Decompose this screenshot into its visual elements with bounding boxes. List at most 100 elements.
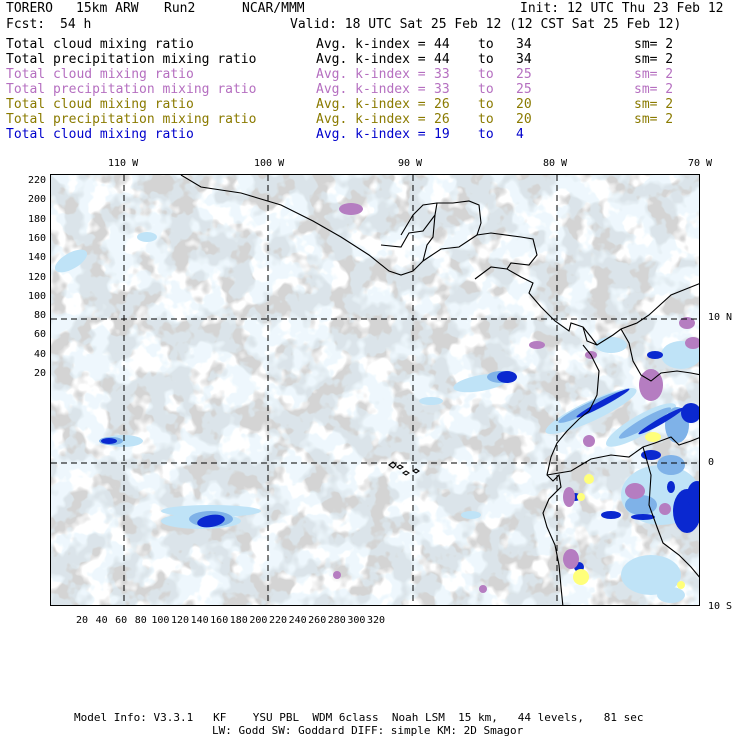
legend-kindex-label: Avg. k-index = [316, 37, 426, 52]
x-tick-label: 60 [115, 615, 128, 626]
precip-purple [333, 571, 341, 579]
legend-smoothing: sm= 2 [634, 112, 674, 127]
legend-to-word: to [478, 127, 494, 142]
legend-to-word: to [478, 67, 494, 82]
x-tick-label: 240 [288, 615, 307, 626]
legend-smoothing: sm= 2 [634, 97, 674, 112]
x-tick-label: 320 [366, 615, 386, 626]
precip-purple [529, 341, 545, 349]
legend-kindex-label: Avg. k-index = [316, 67, 426, 82]
legend-row: Total precipitation mixing ratio Avg. k-i… [6, 112, 736, 127]
lat-label-10n: 10 N [708, 312, 733, 323]
legend-kindex-to: 34 [516, 52, 532, 67]
legend-kindex-from: 44 [434, 52, 450, 67]
border-central-america-2 [474, 266, 508, 280]
legend-kindex-label: Avg. k-index = [316, 127, 426, 142]
cloud-mid-blue [625, 495, 657, 515]
legend-kindex-from: 26 [434, 97, 450, 112]
x-tick-label: 100 [151, 615, 170, 626]
legend-to-word: to [478, 82, 494, 97]
precip-dark-blue [101, 438, 117, 444]
border-mexico-guatemala [380, 214, 436, 248]
precip-purple [583, 435, 595, 447]
legend-kindex-to: 34 [516, 37, 532, 52]
x-tick-label: 220 [268, 615, 288, 626]
run-label: Run2 [164, 1, 196, 16]
x-tick-label: 300 [347, 615, 366, 626]
galapagos-islands [388, 461, 420, 476]
legend-kindex-from: 44 [434, 37, 450, 52]
legend-kindex-label: Avg. k-index = [316, 112, 426, 127]
lon-label-70w: 70 W [688, 158, 713, 169]
forecast-map [51, 175, 699, 605]
cloud-field-light [51, 175, 699, 605]
init-time: Init: 12 UTC Thu 23 Feb 12 [520, 1, 724, 16]
coastline-central-america [180, 175, 699, 346]
precip-purple [679, 317, 695, 329]
precip-dark-blue [601, 511, 621, 519]
precip-dark-blue [667, 481, 675, 493]
precip-purple [625, 483, 645, 499]
legend-field-name: Total cloud mixing ratio [6, 37, 194, 52]
cloud-light-blue [621, 555, 681, 595]
precip-dark-blue [638, 407, 684, 435]
x-tick-label: 140 [190, 615, 209, 626]
precip-yellow [584, 474, 594, 484]
valid-time: Valid: 18 UTC Sat 25 Feb 12 (12 CST Sat … [290, 17, 682, 32]
lon-label-80w: 80 W [543, 158, 568, 169]
border-peru-colombia [642, 446, 699, 578]
precip-dark-blue [647, 351, 663, 359]
y-tick-label: 120 [27, 271, 46, 283]
cloud-mid-blue [618, 407, 672, 439]
lon-label-90w: 90 W [398, 158, 423, 169]
x-tick-label: 40 [95, 615, 108, 626]
legend-kindex-label: Avg. k-index = [316, 97, 426, 112]
legend-smoothing: sm= 2 [634, 67, 674, 82]
x-tick-label: 260 [308, 615, 327, 626]
coastline-south-america [542, 344, 600, 605]
lat-lon-grid [51, 175, 699, 605]
precip-dark-blue [687, 481, 699, 509]
precip-yellow [573, 569, 589, 585]
precip-dark-blue [681, 403, 699, 423]
x-tick-label: 80 [134, 615, 147, 626]
legend-smoothing: sm= 2 [634, 37, 674, 52]
y-tick-label: 80 [33, 310, 46, 322]
precip-dark-blue [497, 371, 517, 383]
legend-kindex-from: 33 [434, 82, 450, 97]
model-name: TORERO [6, 1, 53, 16]
cloud-light-blue [657, 587, 685, 603]
forecast-hour: 54 h [60, 17, 92, 32]
y-tick-label: 180 [27, 213, 46, 225]
organization-label: NCAR/MMM [242, 1, 305, 16]
legend-field-name: Total cloud mixing ratio [6, 97, 194, 112]
legend-kindex-from: 19 [434, 127, 450, 142]
precip-yellow [677, 581, 685, 589]
y-tick-label: 20 [33, 368, 46, 379]
lon-label-110w: 110 W [108, 158, 139, 169]
y-tick-label: 140 [27, 252, 46, 264]
cloud-light-blue [54, 249, 88, 273]
precip-dark-blue [197, 514, 225, 528]
cloud-light-blue [595, 337, 627, 353]
coastline-yucatan [400, 202, 438, 236]
forecast-label: Fcst: [6, 17, 46, 32]
legend-kindex-to: 20 [516, 97, 532, 112]
legend-to-word: to [478, 37, 494, 52]
legend-kindex-label: Avg. k-index = [316, 52, 426, 67]
legend-field-name: Total cloud mixing ratio [6, 127, 194, 142]
precip-dark-blue [631, 514, 655, 520]
cloud-light-blue [419, 397, 443, 405]
precip-purple [339, 203, 363, 215]
lat-label-equator: 0 [708, 457, 715, 468]
precip-yellow [577, 493, 585, 501]
legend-smoothing: sm= 2 [634, 52, 674, 67]
legend-to-word: to [478, 97, 494, 112]
legend-row: Total cloud mixing ratio Avg. k-index = 33… [6, 67, 736, 82]
x-tick-label: 20 [75, 615, 89, 626]
legend-kindex-to: 20 [516, 112, 532, 127]
legend-field-name: Total precipitation mixing ratio [6, 52, 257, 67]
cloud-mid-blue [657, 455, 685, 475]
cloud-light-blue [461, 511, 481, 519]
y-tick-label: 40 [33, 348, 46, 360]
